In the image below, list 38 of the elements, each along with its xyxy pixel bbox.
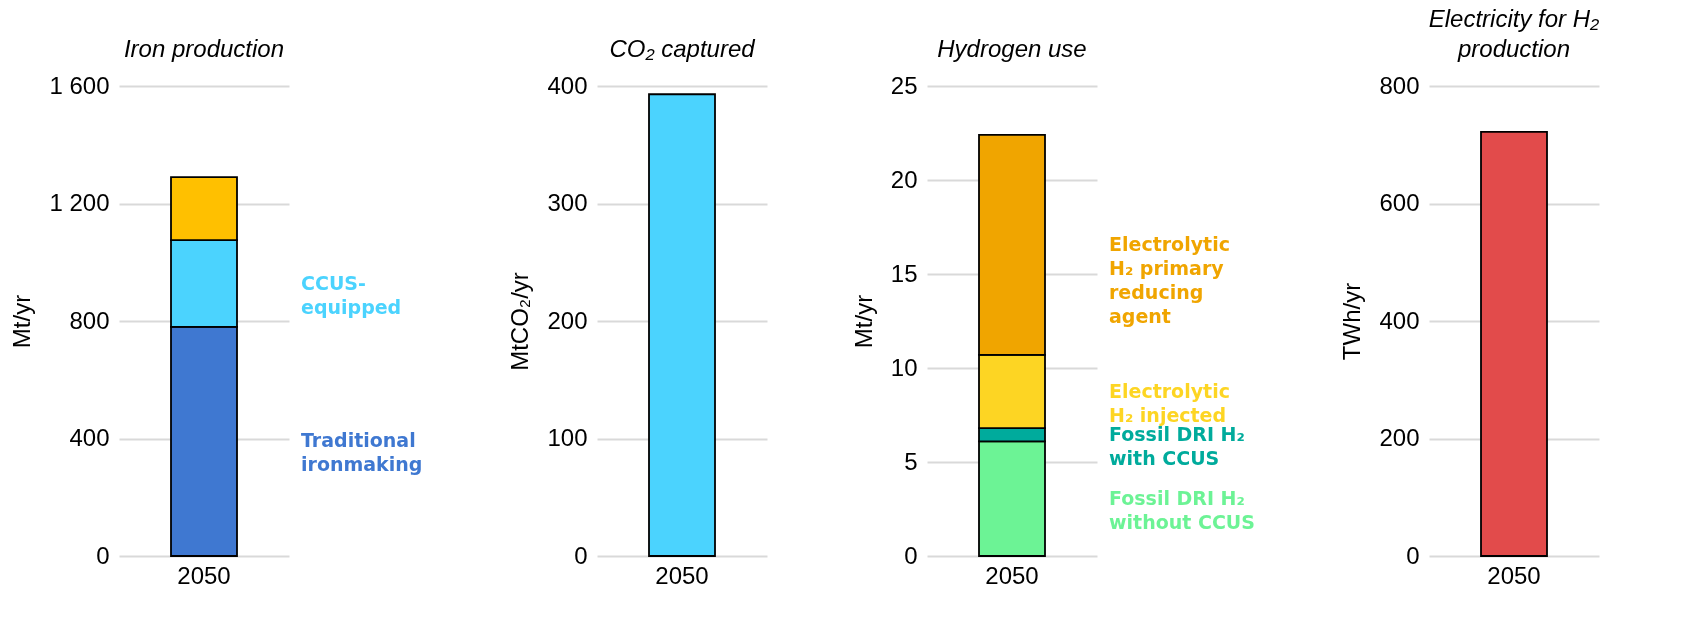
chart-title: Hydrogen use: [937, 35, 1087, 62]
y-tick-label: 5: [904, 447, 918, 475]
y-tick-label: 20: [890, 165, 918, 193]
y-tick-label: 200: [1379, 424, 1420, 451]
x-tick-label: 2050: [655, 561, 709, 589]
y-tick-label: 800: [1379, 71, 1420, 99]
y-axis-title: Mt/yr: [8, 294, 36, 349]
y-tick-label: 0: [1406, 541, 1420, 569]
y-tick-label: 15: [890, 259, 918, 287]
x-tick-label: 2050: [1487, 561, 1541, 589]
text: CCUS-equipped: [301, 271, 402, 318]
y-tick-label: 0: [96, 541, 110, 569]
y-axis-title: TWh/yr: [1338, 282, 1366, 361]
x-tick-label: 2050: [177, 561, 231, 589]
y-tick-label: 400: [69, 424, 110, 451]
y-tick-label: 800: [69, 306, 110, 334]
y-tick-label: 10: [890, 353, 918, 381]
y-tick-label: 600: [1379, 189, 1420, 216]
y-tick-label: 0: [574, 541, 588, 569]
y-axis-title: MtCO₂/yr: [506, 272, 534, 371]
chart-title: CO₂ captured: [609, 35, 756, 62]
y-tick-label: 25: [890, 71, 918, 99]
text: Fossil DRI H₂ without CCUS: [1109, 486, 1255, 533]
y-tick-label: 300: [547, 189, 588, 216]
y-tick-label: 400: [547, 71, 588, 99]
text: Traditional ironmaking: [301, 429, 423, 476]
chart-title: Iron production: [123, 35, 285, 62]
chart-title: Electricity for H₂ production: [1428, 5, 1600, 62]
y-tick-label: 1 200: [49, 189, 110, 216]
text: Electrolytic H₂ primary reducing agent: [1109, 232, 1230, 327]
y-axis-title: Mt/yr: [849, 294, 877, 349]
y-tick-label: 400: [1379, 306, 1420, 334]
y-tick-label: 100: [547, 424, 588, 451]
y-tick-label: 0: [904, 541, 918, 569]
y-tick-label: 200: [547, 306, 588, 334]
x-tick-label: 2050: [985, 561, 1039, 589]
text: Electrolytic H₂ injected: [1109, 379, 1230, 426]
y-tick-label: 1 600: [49, 71, 110, 99]
